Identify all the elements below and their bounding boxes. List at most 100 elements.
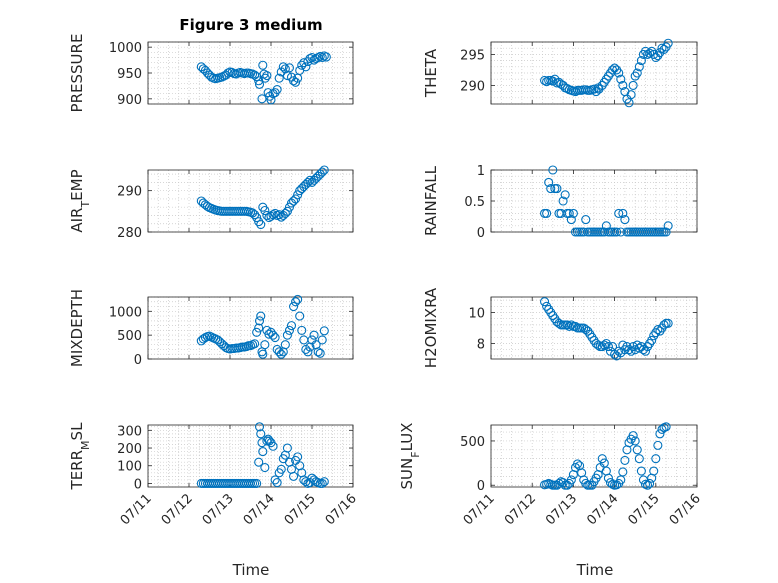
y-axis-label: THETA	[422, 48, 440, 98]
data-point	[568, 208, 578, 218]
data-point	[268, 441, 278, 451]
y-tick-label: 280	[117, 226, 142, 241]
data-point	[254, 316, 265, 326]
data-point	[291, 194, 301, 204]
data-point	[250, 339, 260, 349]
data-point	[640, 346, 651, 356]
y-axis-label: TERRMSL	[68, 422, 92, 491]
data-point	[291, 77, 301, 87]
y-tick-label: 900	[117, 93, 142, 108]
data-point	[603, 473, 613, 483]
data-point	[659, 320, 669, 330]
data-point	[254, 457, 264, 467]
data-point	[659, 44, 669, 54]
y-tick-label: 100	[117, 460, 142, 475]
y-tick-label: 950	[117, 67, 142, 82]
y-tick-label: 200	[117, 442, 142, 457]
data-point	[274, 210, 284, 220]
data-point	[284, 202, 295, 212]
data-point	[661, 422, 671, 432]
data-point	[270, 475, 280, 485]
data-point	[601, 221, 611, 231]
y-tick-label: 10	[468, 307, 485, 322]
data-point	[546, 184, 556, 194]
data-point	[309, 330, 319, 340]
data-point	[252, 212, 262, 223]
data-point	[645, 48, 655, 58]
y-tick-label: 290	[117, 185, 142, 200]
data-point	[254, 217, 264, 227]
data-point	[663, 318, 673, 328]
subplot-mixdepth: 0 500 1000 MIXDEPTH	[68, 289, 354, 368]
data-point	[319, 477, 329, 487]
axis-box	[147, 169, 354, 233]
data-point	[254, 76, 264, 86]
data-point	[626, 90, 636, 100]
x-tick-label: 07/16	[323, 491, 360, 528]
data-point	[280, 340, 290, 350]
x-tick-label: 07/13	[200, 491, 237, 528]
data-point	[260, 205, 270, 216]
data-point	[266, 95, 276, 105]
y-tick-label: 290	[460, 79, 485, 94]
data-point	[315, 348, 325, 358]
data-point	[268, 330, 278, 340]
data-point	[663, 38, 673, 48]
data-point	[657, 43, 667, 53]
data-point	[632, 445, 642, 455]
data-point	[303, 177, 313, 187]
data-point	[317, 52, 327, 63]
data-point	[614, 68, 624, 78]
data-point	[274, 73, 284, 83]
data-point	[256, 429, 266, 439]
data-point	[286, 321, 297, 331]
subplot-air-temp: 280 290 AIRTEMP	[68, 165, 354, 241]
data-point	[321, 52, 331, 62]
data-point	[291, 297, 301, 307]
data-point	[634, 62, 644, 72]
data-point	[258, 447, 268, 457]
data-point	[313, 347, 323, 357]
data-point	[655, 429, 665, 439]
y-tick-label: 500	[117, 329, 142, 344]
data-point	[301, 62, 311, 72]
data-point	[661, 227, 671, 237]
data-point	[282, 330, 292, 340]
x-tick-label: 07/12	[502, 491, 539, 528]
y-tick-label: 300	[117, 424, 142, 439]
data-point	[252, 478, 262, 489]
data-point	[317, 335, 327, 345]
data-point	[620, 455, 630, 465]
x-tick-label: 07/14	[584, 491, 621, 528]
axis-box	[490, 296, 698, 360]
data-point	[649, 466, 659, 476]
y-axis-label: MIXDEPTH	[68, 289, 86, 367]
data-point	[276, 464, 286, 474]
data-point	[293, 452, 303, 462]
data-point	[614, 208, 624, 218]
data-point	[252, 327, 262, 337]
data-point	[299, 58, 309, 68]
data-point	[317, 478, 327, 489]
data-point	[612, 227, 622, 237]
x-tick-label: 07/12	[159, 491, 196, 528]
data-point	[274, 347, 284, 357]
subplot-pressure: 900 950 1000 PRESSURE	[68, 34, 354, 112]
data-point	[284, 63, 295, 73]
data-point	[581, 478, 591, 489]
data-point	[548, 76, 558, 86]
x-tick-label: 07/11	[461, 491, 498, 528]
x-tick-label: 07/13	[543, 491, 580, 528]
figure-title: Figure 3 medium	[179, 16, 322, 34]
data-point	[589, 84, 599, 94]
data-point	[618, 80, 628, 90]
data-point	[254, 422, 265, 432]
data-point	[618, 208, 628, 218]
data-point	[278, 62, 288, 72]
data-point	[284, 325, 295, 335]
data-point	[653, 440, 663, 450]
data-point	[540, 297, 550, 307]
data-point	[270, 332, 280, 343]
